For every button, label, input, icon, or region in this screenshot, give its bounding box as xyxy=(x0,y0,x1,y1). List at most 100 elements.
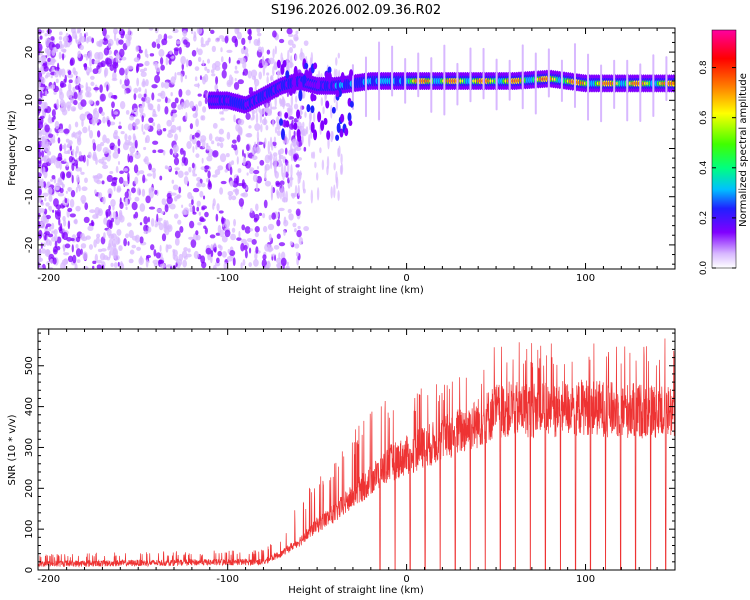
heatmap-cell xyxy=(164,204,169,213)
heatmap-cell xyxy=(224,35,229,44)
heatmap-cell xyxy=(222,61,228,71)
heatmap-cell xyxy=(164,96,168,104)
heatmap-cell xyxy=(289,241,293,246)
heatmap-cell xyxy=(124,191,129,199)
heatmap-cell xyxy=(61,259,68,266)
heatmap-cell xyxy=(148,117,154,124)
heatmap-cell xyxy=(52,209,55,213)
heatmap-cell xyxy=(253,169,260,175)
heatmap-cell xyxy=(129,146,136,154)
heatmap-cell xyxy=(87,225,94,232)
heatmap-cell xyxy=(276,219,281,227)
heatmap-cell xyxy=(39,208,45,213)
heatmap-cell xyxy=(194,76,198,82)
heatmap-cell xyxy=(272,118,275,127)
heatmap-cell xyxy=(336,122,341,133)
heatmap-cell xyxy=(178,253,184,262)
heatmap-cell xyxy=(244,249,248,259)
heatmap-cell xyxy=(72,107,76,112)
heatmap-cell xyxy=(173,157,180,166)
heatmap-cell xyxy=(145,79,149,87)
heatmap-cell xyxy=(148,28,154,31)
heatmap-cell xyxy=(201,182,206,188)
heatmap-cell xyxy=(231,195,237,201)
heatmap-cell xyxy=(313,129,318,141)
heatmap-cell xyxy=(148,163,152,171)
heatmap-cell xyxy=(102,38,109,45)
heatmap-cell xyxy=(211,73,216,77)
heatmap-cell xyxy=(51,175,56,180)
heatmap-cell xyxy=(105,209,111,217)
heatmap-cell xyxy=(177,104,182,111)
heatmap-cell xyxy=(121,56,127,61)
heatmap-cell xyxy=(243,158,247,163)
heatmap-cell xyxy=(268,57,275,65)
heatmap-cell xyxy=(255,181,259,192)
heatmap-cell xyxy=(134,196,140,202)
heatmap-cell xyxy=(267,140,270,155)
heatmap-cell xyxy=(254,232,259,238)
heatmap-cell xyxy=(197,222,202,226)
heatmap-cell xyxy=(170,192,177,196)
heatmap-cell xyxy=(128,258,134,264)
heatmap-cell xyxy=(253,75,257,83)
heatmap-cell xyxy=(233,218,237,227)
heatmap-cell xyxy=(66,236,72,242)
heatmap-cell xyxy=(272,48,275,59)
heatmap-cell xyxy=(242,68,249,76)
heatmap-cell xyxy=(243,244,248,251)
heatmap-cell xyxy=(112,211,117,220)
heatmap-cell xyxy=(71,133,75,138)
heatmap-cell xyxy=(112,177,118,181)
heatmap-cell xyxy=(211,140,215,145)
heatmap-cell xyxy=(143,230,149,235)
heatmap-cell xyxy=(344,127,349,137)
heatmap-cell xyxy=(118,209,123,217)
heatmap-cell xyxy=(156,208,162,213)
heatmap-cell xyxy=(56,103,60,109)
heatmap-cell xyxy=(89,66,92,73)
heatmap-cell xyxy=(183,150,186,157)
heatmap-cell xyxy=(291,119,294,129)
heatmap-cell xyxy=(154,189,158,195)
heatmap-cell xyxy=(171,179,175,184)
heatmap-cell xyxy=(287,162,290,174)
heatmap-cell xyxy=(236,156,239,165)
heatmap-cell xyxy=(40,215,48,224)
heatmap-cell xyxy=(169,50,173,55)
heatmap-cell xyxy=(253,141,257,151)
heatmap-cell xyxy=(348,119,353,126)
heatmap-cell xyxy=(215,232,221,236)
heatmap-cell xyxy=(43,155,50,163)
heatmap-cell xyxy=(184,74,188,80)
heatmap-cell xyxy=(38,229,43,239)
heatmap-cell xyxy=(320,97,324,107)
heatmap-cell xyxy=(268,214,272,221)
heatmap-cell xyxy=(210,29,215,35)
heatmap-cell xyxy=(134,234,141,243)
heatmap-cell xyxy=(139,105,144,114)
heatmap-cell xyxy=(56,208,61,217)
heatmap-cell xyxy=(293,141,297,152)
heatmap-cell xyxy=(115,54,119,63)
x-tick-label: -200 xyxy=(37,273,60,284)
heatmap-cell xyxy=(174,167,180,171)
heatmap-cell xyxy=(185,111,188,121)
heatmap-cell xyxy=(154,74,161,84)
heatmap-cell xyxy=(295,164,300,168)
heatmap-cell xyxy=(127,123,133,131)
heatmap-cell xyxy=(106,228,112,237)
heatmap-cell xyxy=(196,28,203,35)
colorbar-label: Normalized spectral amplitude xyxy=(738,73,749,227)
heatmap-cell xyxy=(187,192,193,200)
heatmap-cell xyxy=(157,92,163,97)
heatmap-cell xyxy=(237,168,242,174)
heatmap-cell xyxy=(310,92,315,102)
heatmap-cell xyxy=(186,141,192,150)
heatmap-cell xyxy=(38,204,41,214)
heatmap-cell xyxy=(110,182,117,187)
heatmap-cell xyxy=(134,125,139,130)
heatmap-cell xyxy=(54,120,60,130)
heatmap-cell xyxy=(163,81,170,89)
heatmap-cell xyxy=(265,124,269,131)
